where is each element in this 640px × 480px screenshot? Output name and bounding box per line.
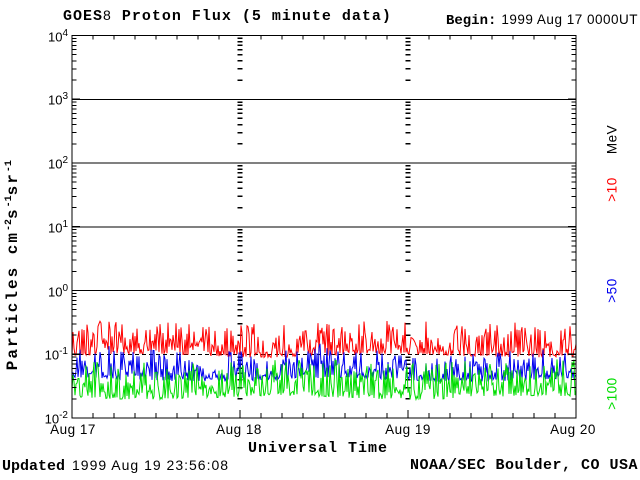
y-axis-label-exp: -2: [3, 218, 15, 231]
y-axis-label: Particles cm-2s-1sr-1: [4, 115, 22, 415]
x-tick-aug17: Aug 17: [50, 422, 96, 437]
x-tick-aug18: Aug 18: [216, 422, 262, 437]
y-axis-label-text: Particles cm: [4, 230, 23, 371]
y-axis-label-exp: -1: [3, 195, 15, 208]
x-axis-label: Universal Time: [247, 440, 389, 457]
x-tick-aug20: Aug 20: [550, 422, 596, 437]
y-axis-label-text: s: [4, 207, 23, 219]
y-tick-1e3: 103: [47, 91, 68, 108]
page-title: GOES8 Proton Flux (5 minute data): [63, 7, 392, 25]
updated-timestamp: Updated 1999 Aug 19 23:56:08: [2, 457, 229, 475]
updated-value: 1999 Aug 19 23:56:08: [72, 457, 230, 473]
y-axis-label-exp: -1: [3, 160, 15, 173]
x-tick-aug19: Aug 19: [385, 422, 431, 437]
y-tick-1e1: 101: [47, 218, 68, 235]
legend-gt10-label: >10: [604, 177, 620, 202]
legend-gt50-label: >50: [604, 278, 620, 303]
begin-label: Begin:: [445, 13, 497, 29]
y-axis-label-text: sr: [4, 172, 23, 196]
y-tick-1e4: 104: [47, 28, 68, 45]
begin-timestamp: Begin: 1999 Aug 17 0000UT: [446, 11, 638, 29]
y-tick-1e-1: 10-1: [44, 346, 68, 363]
title-sat-number: 8: [103, 7, 112, 23]
updated-label: Updated: [2, 458, 66, 475]
y-tick-1e0: 100: [47, 282, 68, 299]
y-tick-1e-2: 10-2: [44, 410, 68, 427]
begin-value: 1999 Aug 17 0000UT: [501, 12, 638, 27]
legend-units-mev: MeV: [604, 124, 620, 155]
y-tick-1e2: 102: [47, 155, 68, 172]
title-rest: Proton Flux (5 minute data): [111, 8, 392, 25]
credit-text: NOAA/SEC Boulder, CO USA: [409, 457, 638, 474]
title-sat-prefix: GOES: [63, 8, 104, 25]
legend-gt100-label: >100: [604, 377, 620, 410]
